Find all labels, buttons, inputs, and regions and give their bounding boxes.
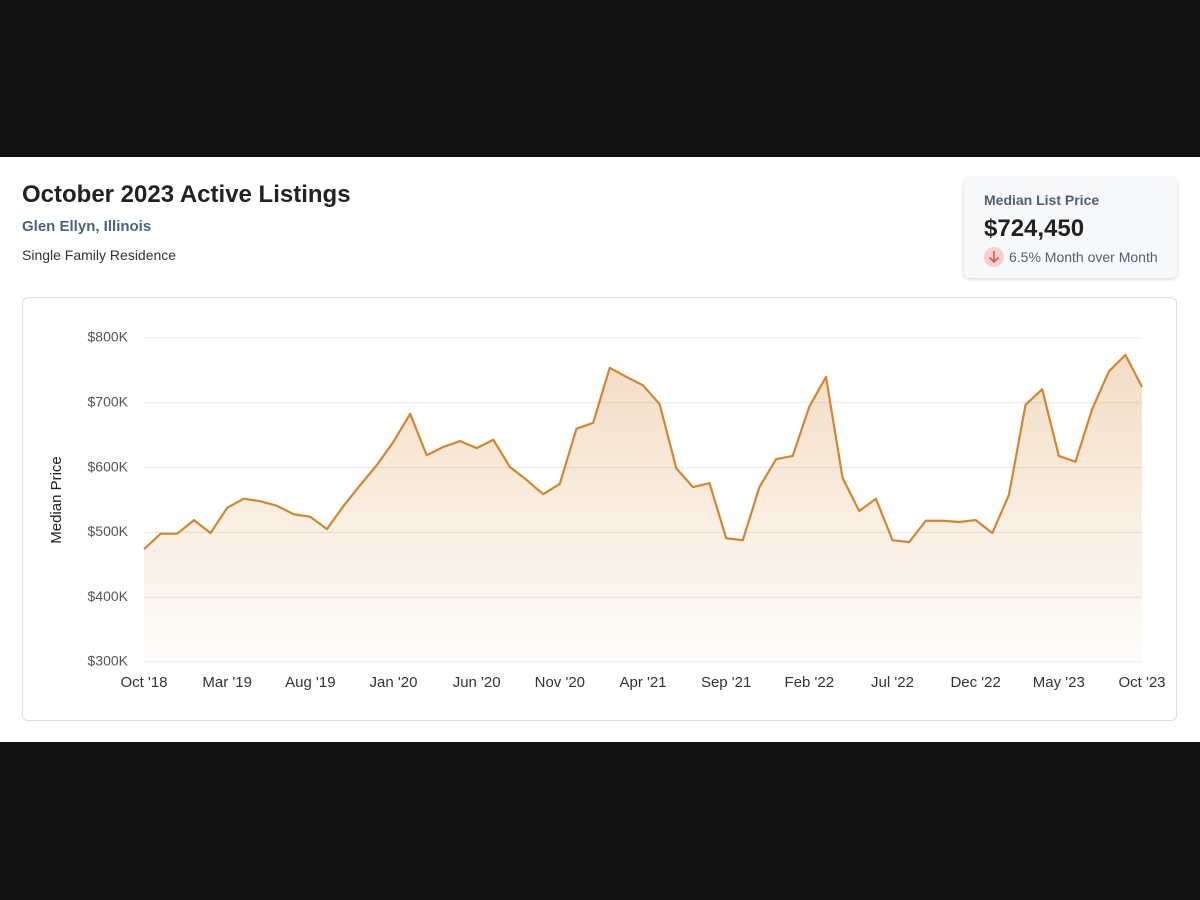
chart-container: Median Price $300K $400K $500K $600K $700K $8… [22,297,1177,721]
x-tick-label: May '23 [1033,674,1085,691]
stat-value: $724,450 [984,215,1085,242]
x-tick-label: Apr '21 [619,674,666,691]
x-tick-label: Jul '22 [871,674,914,691]
y-tick-label: $800K [88,329,129,345]
x-tick-label: Jan '20 [370,674,418,691]
x-tick-label: Dec '22 [950,674,1000,691]
panel: October 2023 Active Listings Glen Ellyn,… [0,157,1200,742]
x-tick-label: Sep '21 [701,674,751,691]
stat-change: 6.5% Month over Month [1009,249,1158,265]
location: Glen Ellyn, Illinois [22,218,152,235]
area-fill [144,354,1142,662]
y-tick-label: $500K [88,523,129,539]
x-tick-label: Feb '22 [785,674,835,691]
x-tick-label: Jun '20 [453,674,501,691]
x-tick-label: Aug '19 [285,674,335,691]
line [143,353,1143,551]
stat-label: Median List Price [984,192,1100,208]
down-arrow-icon [984,247,1004,267]
y-tick-label: $600K [88,458,129,474]
x-tick-label: Nov '20 [535,674,585,691]
x-tick-label: Oct '23 [1118,674,1165,691]
y-tick-label: $400K [88,588,129,604]
y-tick-label: $300K [88,653,129,669]
x-tick-label: Oct '18 [120,674,167,691]
y-axis-label: Median Price [48,456,65,544]
subtitle: Single Family Residence [22,247,177,263]
stat-card: Median List Price $724,450 6.5% Month ov… [964,178,1177,278]
chart: Median Price $300K $400K $500K $600K $700K $8… [48,329,1166,691]
y-tick-label: $700K [88,394,129,410]
x-tick-label: Mar '19 [202,674,252,691]
page-title: October 2023 Active Listings [22,181,351,208]
